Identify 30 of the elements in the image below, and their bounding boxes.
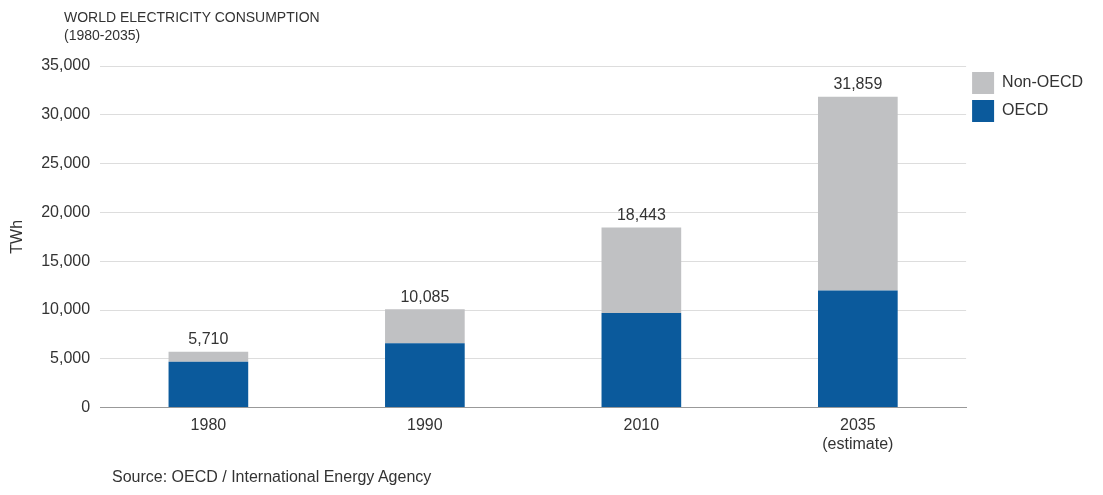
total-label: 31,859	[833, 75, 883, 93]
bar	[385, 309, 465, 344]
x-tick-label: 1980	[190, 415, 227, 433]
x-tick-label: 2010	[623, 415, 660, 433]
total-label: 10,085	[400, 287, 450, 305]
total-label: 5,710	[188, 330, 229, 348]
y-tick-label: 0	[81, 398, 91, 416]
bar	[601, 227, 682, 313]
y-tick-label: 15,000	[41, 251, 91, 269]
chart-subtitle: (1980-2035)	[64, 26, 142, 44]
bar	[818, 96, 898, 291]
bar	[168, 351, 249, 362]
x-tick-label: 2035 (estimate)	[822, 415, 894, 452]
y-tick-label: 20,000	[41, 202, 91, 220]
bar	[168, 361, 249, 408]
y-tick-label: 30,000	[41, 105, 91, 123]
x-tick-label: 1990	[407, 415, 443, 433]
y-tick-label: 35,000	[41, 56, 91, 74]
source-note: Source: OECD / International Energy Agency	[112, 468, 432, 486]
y-tick-label: 5,000	[50, 349, 91, 367]
y-tick-label: 25,000	[41, 154, 91, 172]
legend-label: OECD	[1002, 101, 1049, 119]
y-tick-label: 10,000	[41, 300, 91, 318]
y-axis-title: TWh	[8, 219, 26, 254]
legend-label: Non-OECD	[1002, 73, 1083, 91]
bar	[601, 312, 682, 408]
total-label: 18,443	[616, 206, 666, 223]
bar	[385, 343, 465, 408]
chart-title: WORLD ELECTRICITY CONSUMPTION	[64, 8, 320, 26]
bar	[818, 290, 898, 408]
